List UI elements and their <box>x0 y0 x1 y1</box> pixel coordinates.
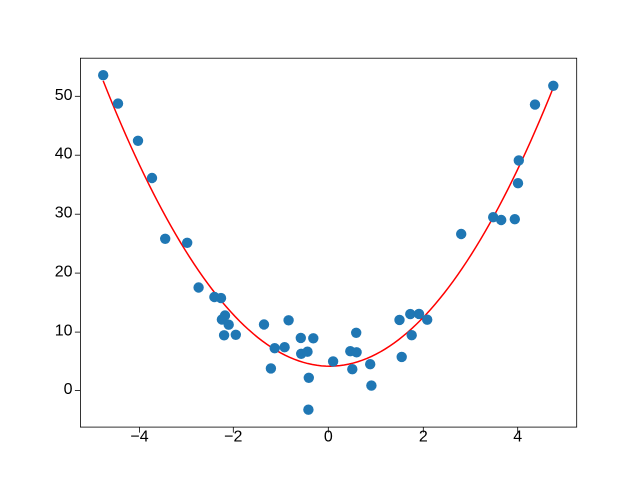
svg-text:0: 0 <box>324 429 333 446</box>
svg-text:30: 30 <box>55 205 73 222</box>
svg-text:4: 4 <box>513 429 522 446</box>
svg-text:20: 20 <box>55 264 73 281</box>
svg-text:−4: −4 <box>130 429 148 446</box>
svg-text:2: 2 <box>419 429 428 446</box>
svg-text:10: 10 <box>55 323 73 340</box>
svg-text:0: 0 <box>64 381 73 398</box>
svg-text:40: 40 <box>55 146 73 163</box>
svg-text:−2: −2 <box>224 429 242 446</box>
svg-text:50: 50 <box>55 87 73 104</box>
